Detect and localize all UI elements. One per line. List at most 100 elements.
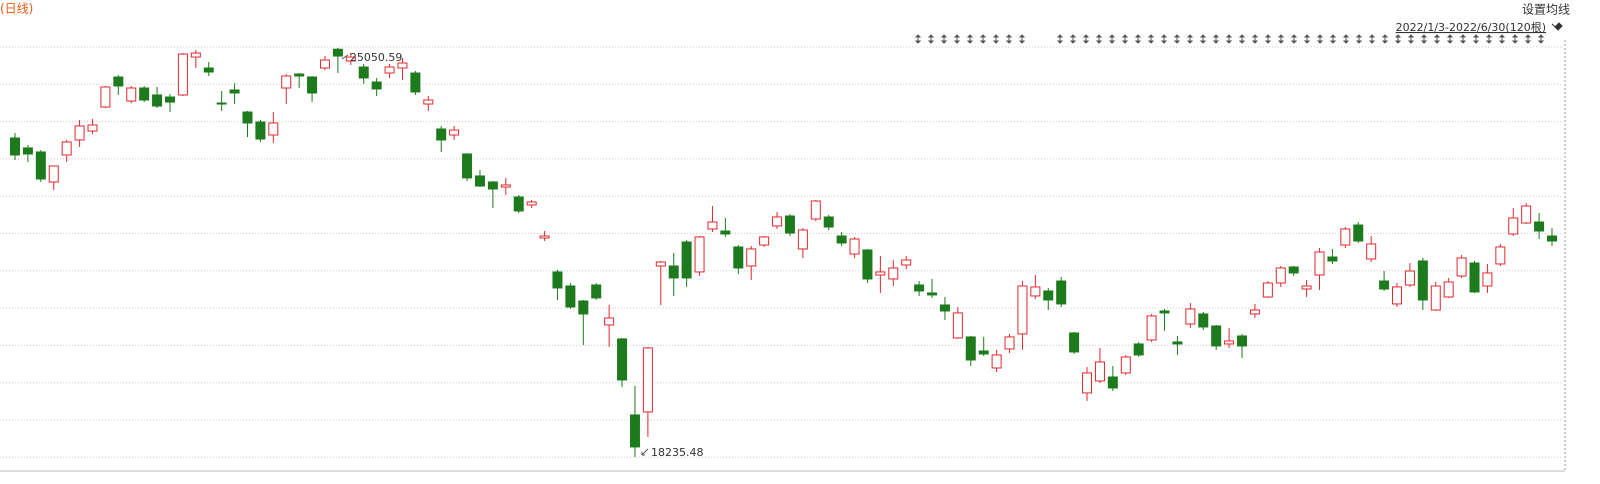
candle-body (1521, 205, 1532, 224)
candle-body (849, 238, 860, 255)
candle-body (1146, 315, 1157, 341)
marker (1420, 34, 1428, 44)
marker (1238, 34, 1246, 44)
candle-body (462, 153, 473, 179)
period-label: (日线) (0, 2, 33, 16)
candle-body (978, 350, 989, 355)
marker (940, 34, 948, 44)
candle-body (681, 241, 692, 279)
candle-body (74, 125, 85, 141)
candle-body (48, 165, 59, 183)
candle-body (126, 87, 137, 102)
candle-body (1094, 361, 1105, 382)
candle-body (474, 175, 485, 187)
candle-body (203, 67, 214, 73)
marker (1108, 34, 1116, 44)
marker (966, 34, 974, 44)
candle-body (733, 246, 744, 269)
marker (992, 34, 1000, 44)
marker (1082, 34, 1090, 44)
candle-body (371, 81, 382, 90)
candle-body (591, 284, 602, 299)
low-label: 18235.48 (651, 446, 704, 459)
candle-body (539, 235, 550, 239)
candle-body (772, 216, 783, 227)
candle-body (294, 73, 305, 77)
candle-body (836, 235, 847, 244)
candle-body (823, 216, 834, 228)
candle-body (152, 94, 163, 107)
candle-body (810, 200, 821, 220)
high-label: 25050.59 (350, 51, 403, 64)
candle-body (410, 72, 421, 93)
candle-body (720, 230, 731, 235)
candle-body (1469, 262, 1480, 293)
candle-body (513, 196, 524, 212)
marker (1485, 34, 1493, 44)
candle-body (784, 215, 795, 234)
candle-body (423, 99, 434, 105)
candle-body (707, 221, 718, 230)
marker (1160, 34, 1168, 44)
marker (1459, 34, 1467, 44)
candle-body (1430, 285, 1441, 311)
marker (1394, 34, 1402, 44)
marker (1537, 34, 1545, 44)
marker (1069, 34, 1077, 44)
candle-body (255, 121, 266, 140)
candle-body (901, 259, 912, 266)
candle-body (22, 147, 33, 155)
marker (1056, 34, 1064, 44)
candle-body (1185, 308, 1196, 325)
candle-body (1211, 325, 1222, 347)
candle-body (487, 181, 498, 190)
candle-body (332, 48, 343, 57)
marker (1121, 34, 1129, 44)
candle-body (1482, 272, 1493, 287)
candle-body (1043, 290, 1054, 301)
candle-body (10, 137, 20, 156)
marker (1095, 34, 1103, 44)
pin-icon[interactable] (1551, 22, 1563, 31)
marker (927, 34, 935, 44)
candle-body (1508, 217, 1519, 235)
candle-body (1275, 267, 1286, 284)
candle-body (1172, 341, 1183, 345)
candle-body (875, 271, 886, 276)
ma-button[interactable]: 设置均线 (1522, 3, 1570, 17)
candle-body (1133, 343, 1144, 356)
candle-body (1004, 336, 1015, 350)
candle-body (991, 354, 1002, 369)
high-arrow (341, 54, 349, 60)
candle-body (1056, 280, 1067, 305)
marker (1368, 34, 1376, 44)
marker (1472, 34, 1480, 44)
marker (1303, 34, 1311, 44)
candle-body (759, 236, 770, 246)
candle-body (1224, 340, 1235, 345)
candle-body (629, 414, 640, 448)
candle-body (1237, 335, 1248, 347)
marker (1433, 34, 1441, 44)
candle-body (965, 336, 976, 361)
candle-body (384, 66, 395, 74)
candle-body (552, 271, 563, 289)
candle-body (1030, 286, 1041, 297)
marker (1498, 34, 1506, 44)
marker (1173, 34, 1181, 44)
marker (914, 34, 922, 44)
candle-body (35, 151, 46, 180)
candle-body (1379, 280, 1390, 290)
candle-body (319, 59, 330, 69)
marker (1407, 34, 1415, 44)
candle-body (604, 317, 615, 326)
candle-body (1107, 376, 1118, 389)
marker (1186, 34, 1194, 44)
candle-body (358, 66, 369, 79)
candle-body (1082, 372, 1093, 394)
candle-body (1069, 332, 1080, 353)
candle-body (888, 267, 899, 280)
candle-body (862, 249, 873, 280)
marker (1251, 34, 1259, 44)
candle-body (1417, 260, 1428, 301)
